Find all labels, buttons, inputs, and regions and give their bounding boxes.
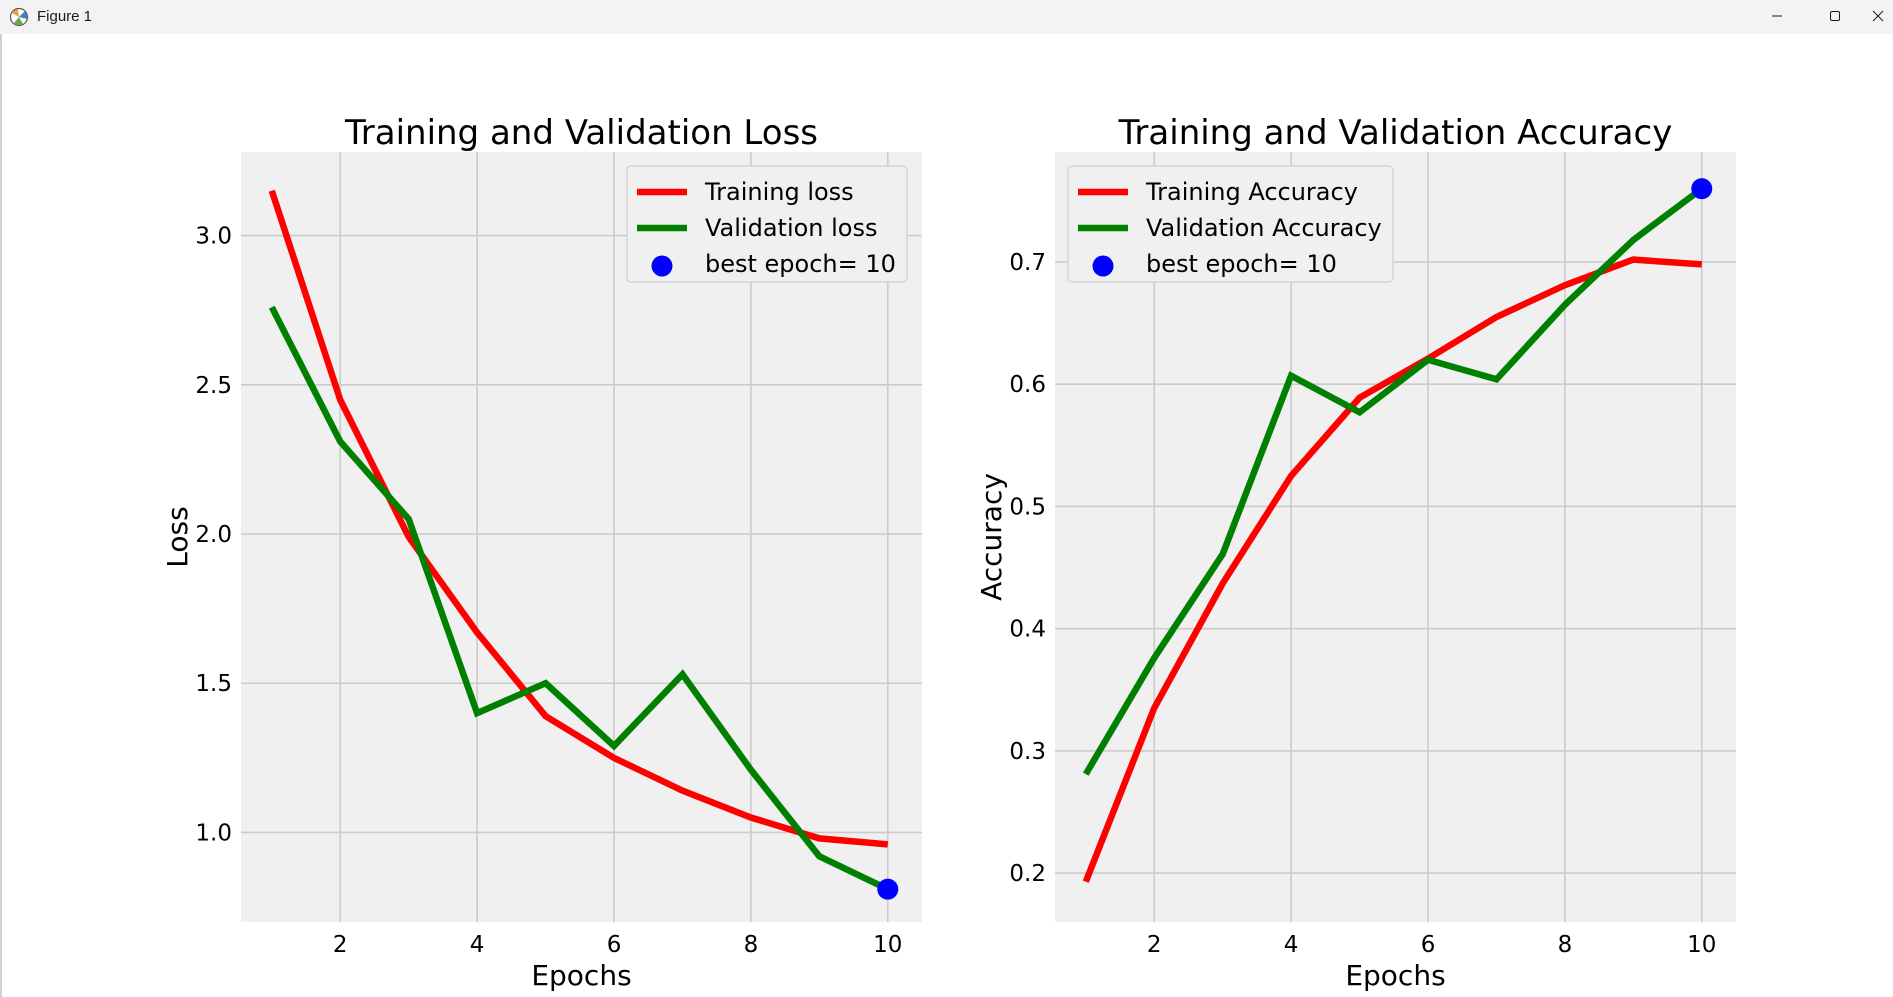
x-tick-label: 6 — [607, 932, 622, 958]
x-tick-label: 4 — [1284, 932, 1299, 958]
close-icon — [1872, 10, 1884, 22]
x-tick-label: 8 — [1558, 932, 1573, 958]
x-tick-label: 6 — [1421, 932, 1436, 958]
chart-panel-1: 2 4 6 8 10 1.0 1.5 2.0 2.5 3.0 Training and Valida… — [161, 113, 922, 992]
matplotlib-figure-icon — [9, 7, 29, 27]
y-tick-label: 0.3 — [1009, 739, 1046, 765]
legend-label: best epoch= 10 — [705, 250, 896, 278]
close-button[interactable] — [1864, 0, 1893, 32]
legend-swatch-best-epoch — [1092, 255, 1114, 277]
figure-plot: 2 4 6 8 10 1.0 1.5 2.0 2.5 3.0 Training and Valida… — [161, 113, 1736, 992]
y-tick-label: 0.5 — [1009, 494, 1046, 520]
y-tick-label: 2.0 — [195, 522, 232, 548]
y-tick-label: 0.2 — [1009, 861, 1046, 887]
x-tick-label: 2 — [1147, 932, 1162, 958]
maximize-button[interactable] — [1806, 0, 1864, 32]
legend-label: Validation Accuracy — [1146, 214, 1382, 242]
legend-label: Training loss — [704, 178, 854, 206]
window-border — [0, 34, 2, 997]
chart-title: Training and Validation Accuracy — [1118, 113, 1673, 153]
legend-label: best epoch= 10 — [1146, 250, 1337, 278]
chart-title: Training and Validation Loss — [344, 113, 818, 153]
x-tick-label: 10 — [1687, 932, 1716, 958]
series-line-validation-accuracy — [1082, 186, 1704, 776]
x-axis-label: Epochs — [531, 959, 631, 992]
legend-swatch-best-epoch — [651, 255, 673, 277]
y-tick-label: 0.7 — [1009, 250, 1046, 276]
minimize-button[interactable] — [1748, 0, 1806, 32]
y-tick-label: 0.4 — [1009, 617, 1046, 643]
chart-panel-2: 2 4 6 8 10 0.2 0.3 0.4 0.5 0.6 0.7 Training and Val… — [975, 113, 1736, 992]
window-title: Figure 1 — [37, 8, 93, 25]
legend: Training Accuracy Validation Accuracy best… — [1067, 165, 1394, 283]
y-tick-label: 0.6 — [1009, 372, 1046, 398]
legend: Training loss Validation loss best epoch= … — [626, 165, 908, 283]
x-tick-label: 8 — [744, 932, 759, 958]
y-tick-label: 2.5 — [195, 373, 232, 399]
legend-label: Validation loss — [705, 214, 878, 242]
y-tick-label: 1.5 — [195, 671, 232, 697]
maximize-icon — [1830, 11, 1840, 21]
x-tick-label: 2 — [333, 932, 348, 958]
best-epoch-marker — [1691, 178, 1713, 200]
series-line-training-loss — [268, 189, 889, 848]
x-tick-label: 10 — [873, 932, 902, 958]
legend-box — [626, 165, 908, 283]
series-line-validation-loss — [268, 305, 890, 893]
legend-label: Training Accuracy — [1145, 178, 1358, 206]
window-titlebar: Figure 1 — [0, 0, 1893, 34]
x-axis-label: Epochs — [1345, 959, 1445, 992]
y-axis-label: Loss — [161, 506, 194, 567]
y-axis-label: Accuracy — [975, 473, 1008, 601]
best-epoch-marker — [877, 878, 899, 900]
y-tick-label: 3.0 — [195, 224, 232, 250]
minimize-icon — [1772, 15, 1782, 17]
y-tick-label: 1.0 — [195, 820, 232, 846]
legend-box — [1067, 165, 1394, 283]
x-tick-label: 4 — [470, 932, 485, 958]
